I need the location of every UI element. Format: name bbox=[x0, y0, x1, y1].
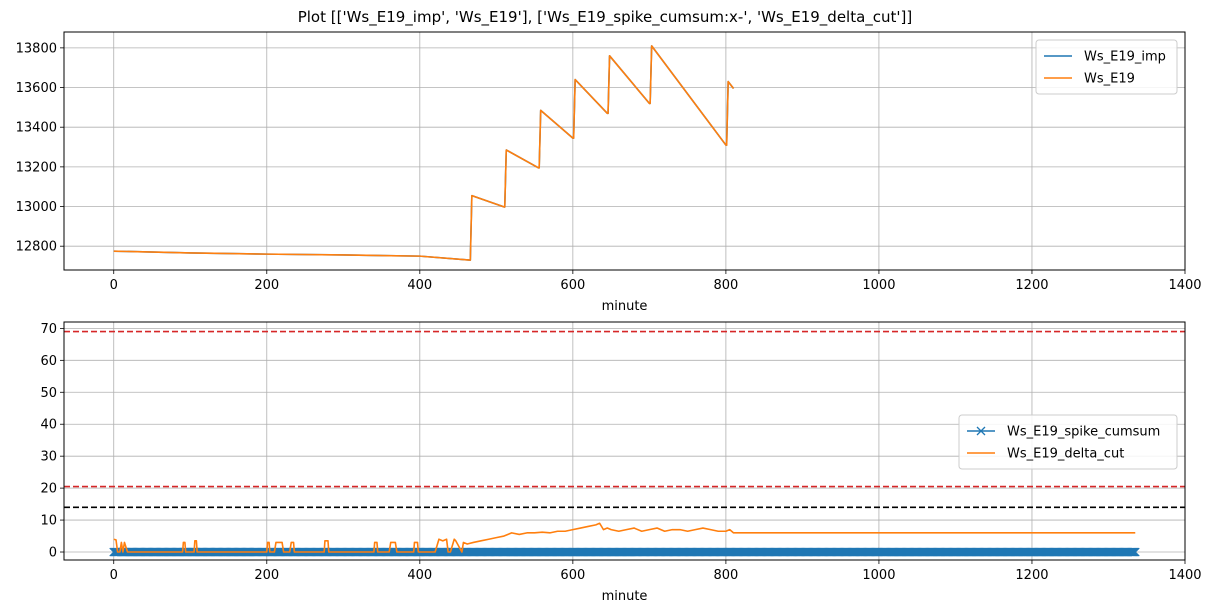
top-axes-frame bbox=[63, 31, 1186, 271]
x-tick-label: 1200 bbox=[1015, 278, 1048, 293]
series-line bbox=[113, 45, 735, 261]
top-grid bbox=[64, 32, 1186, 270]
y-tick-label: 12800 bbox=[16, 240, 57, 255]
legend-label: Ws_E19_imp bbox=[1084, 50, 1166, 65]
top-x-ticks: 0 200 400 600 800 1000 1200 1400 bbox=[110, 270, 1202, 293]
x-tick-label: 1400 bbox=[1168, 278, 1201, 293]
bottom-y-ticks: 0 10 20 30 40 50 60 70 bbox=[40, 322, 64, 561]
series-line bbox=[113, 522, 1136, 553]
y-tick-label: 60 bbox=[40, 354, 57, 369]
x-tick-label: 1000 bbox=[862, 278, 895, 293]
y-tick-label: 50 bbox=[40, 386, 57, 401]
top-x-axis-label: minute bbox=[602, 299, 648, 314]
bottom-axes-frame bbox=[63, 321, 1186, 561]
x-tick-label: 1000 bbox=[862, 568, 895, 583]
legend-box bbox=[1035, 39, 1178, 95]
x-tick-label: 800 bbox=[713, 278, 738, 293]
y-tick-label: 13800 bbox=[16, 41, 57, 56]
bottom-x-axis-label: minute bbox=[602, 589, 648, 604]
top-legend: Ws_E19_imp Ws_E19 bbox=[1035, 39, 1178, 95]
x-tick-label: 600 bbox=[560, 278, 585, 293]
legend-marker bbox=[976, 426, 986, 436]
series-line bbox=[113, 45, 735, 261]
x-tick-label: 1200 bbox=[1015, 568, 1048, 583]
x-tick-label: 600 bbox=[560, 568, 585, 583]
x-tick-label: 200 bbox=[254, 568, 279, 583]
x-tick-label: 400 bbox=[407, 568, 432, 583]
legend-label: Ws_E19 bbox=[1084, 72, 1135, 87]
figure-title: Plot [['Ws_E19_imp', 'Ws_E19'], ['Ws_E19… bbox=[298, 8, 913, 27]
x-tick-label: 800 bbox=[713, 568, 738, 583]
x-tick-label: 400 bbox=[407, 278, 432, 293]
y-tick-label: 0 bbox=[49, 546, 57, 561]
top-series-lines bbox=[113, 45, 735, 261]
bottom-legend: Ws_E19_spike_cumsum Ws_E19_delta_cut bbox=[958, 414, 1178, 470]
y-tick-label: 13600 bbox=[16, 81, 57, 96]
bottom-subplot: 0 200 400 600 800 1000 1200 1400 0 10 20 30 40 50 60 7… bbox=[40, 321, 1202, 604]
x-tick-label: 1400 bbox=[1168, 568, 1201, 583]
bottom-reference-lines bbox=[64, 330, 1185, 509]
y-tick-label: 70 bbox=[40, 322, 57, 337]
x-tick-label: 0 bbox=[110, 278, 118, 293]
y-tick-label: 40 bbox=[40, 418, 57, 433]
legend-box bbox=[958, 414, 1178, 470]
y-tick-label: 20 bbox=[40, 482, 57, 497]
y-tick-label: 10 bbox=[40, 514, 57, 529]
legend-label: Ws_E19_spike_cumsum bbox=[1007, 425, 1160, 440]
y-tick-label: 30 bbox=[40, 450, 57, 465]
bottom-x-ticks: 0 200 400 600 800 1000 1200 1400 bbox=[110, 560, 1202, 583]
y-tick-label: 13400 bbox=[16, 121, 57, 136]
top-subplot: 0 200 400 600 800 1000 1200 1400 12800 13000 1320… bbox=[16, 31, 1202, 314]
y-tick-label: 13000 bbox=[16, 200, 57, 215]
y-tick-label: 13200 bbox=[16, 160, 57, 175]
bottom-series-lines bbox=[109, 522, 1140, 557]
x-tick-label: 0 bbox=[110, 568, 118, 583]
x-tick-label: 200 bbox=[254, 278, 279, 293]
legend-label: Ws_E19_delta_cut bbox=[1007, 447, 1124, 462]
top-y-ticks: 12800 13000 13200 13400 13600 13800 bbox=[16, 41, 64, 255]
